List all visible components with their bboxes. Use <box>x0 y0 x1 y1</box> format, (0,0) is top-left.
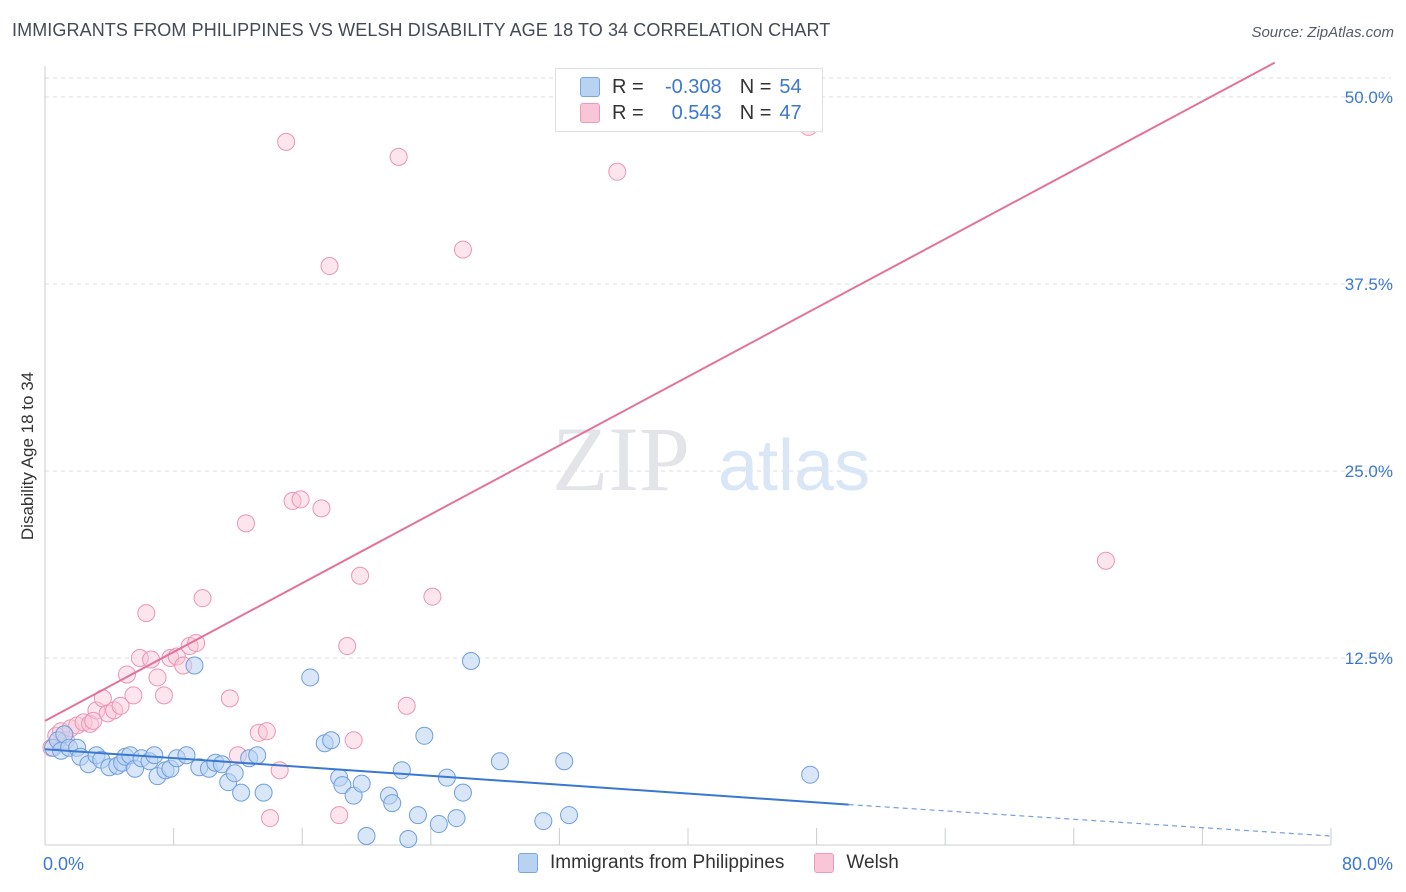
point-welsh <box>291 490 310 509</box>
point-welsh <box>130 649 149 667</box>
trend-extension-philippines <box>848 804 1332 837</box>
point-philippines <box>399 830 418 849</box>
point-philippines <box>145 746 164 765</box>
legend-row-philippines: R = -0.308 N = 54 <box>580 74 802 100</box>
point-welsh <box>137 604 156 623</box>
point-welsh <box>320 257 339 276</box>
point-philippines <box>555 752 574 771</box>
legend-n-value: 54 <box>779 75 802 98</box>
point-welsh <box>87 701 106 720</box>
point-welsh <box>193 589 212 608</box>
point-welsh <box>257 722 276 741</box>
x-tick-label-max: 80.0% <box>1342 854 1393 874</box>
series-legend-philippines[interactable]: Immigrants from Philippines <box>518 852 784 874</box>
watermark-zip: ZIP <box>552 408 690 510</box>
point-philippines <box>534 812 553 831</box>
point-welsh <box>351 566 370 585</box>
point-philippines <box>560 806 579 825</box>
point-philippines <box>333 776 352 795</box>
point-welsh <box>312 499 331 518</box>
point-welsh <box>124 686 143 705</box>
point-philippines <box>801 765 820 784</box>
y-axis-label: Disability Age 18 to 34 <box>18 372 37 540</box>
series-legend-welsh[interactable]: Welsh <box>814 852 899 874</box>
point-philippines <box>254 783 273 802</box>
point-philippines <box>177 746 196 765</box>
point-philippines <box>225 764 244 783</box>
point-philippines <box>357 827 376 846</box>
point-philippines <box>383 794 402 813</box>
legend-n-value: 47 <box>779 101 802 124</box>
y-tick-label: 25.0% <box>1345 462 1393 481</box>
series-swatch-pink <box>814 853 835 873</box>
point-welsh <box>330 806 349 825</box>
point-philippines <box>322 731 341 750</box>
point-philippines <box>461 651 480 670</box>
watermark-atlas: atlas <box>718 426 870 506</box>
point-welsh <box>277 132 296 151</box>
legend-r-label: R = <box>612 101 644 124</box>
point-welsh <box>148 668 167 687</box>
point-welsh <box>397 696 416 715</box>
point-philippines <box>415 726 434 745</box>
point-philippines <box>232 783 251 802</box>
point-philippines <box>248 746 267 765</box>
series-label-philippines: Immigrants from Philippines <box>550 852 785 873</box>
point-welsh <box>338 637 357 656</box>
point-welsh <box>344 731 363 750</box>
point-philippines <box>429 815 448 834</box>
legend-r-label: R = <box>612 75 644 98</box>
point-welsh <box>453 240 472 259</box>
point-philippines <box>392 761 411 780</box>
point-welsh <box>423 587 442 606</box>
legend-row-welsh: R = 0.543 N = 47 <box>580 100 802 126</box>
legend-swatch-blue <box>580 77 600 97</box>
point-philippines <box>185 656 204 675</box>
point-welsh <box>389 147 408 166</box>
point-philippines <box>453 783 472 802</box>
point-welsh <box>142 650 161 669</box>
legend-n-label: N = <box>739 101 772 124</box>
point-philippines <box>301 668 320 687</box>
legend-r-value: -0.308 <box>664 75 722 98</box>
point-welsh <box>74 713 93 732</box>
y-tick-label: 37.5% <box>1345 275 1393 294</box>
point-philippines <box>408 806 427 825</box>
legend-swatch-pink <box>580 103 600 123</box>
series-legend: Immigrants from Philippines Welsh <box>518 852 929 874</box>
point-welsh <box>154 686 173 705</box>
trend-lines <box>44 61 1332 837</box>
y-tick-label: 12.5% <box>1345 649 1393 668</box>
point-philippines <box>352 774 371 793</box>
correlation-legend: R = -0.308 N = 54 R = 0.543 N = 47 <box>555 68 823 132</box>
point-welsh <box>220 689 239 708</box>
point-welsh <box>84 711 103 730</box>
x-tick-label-min: 0.0% <box>43 854 84 874</box>
point-philippines <box>212 755 231 774</box>
legend-r-value: 0.543 <box>671 101 722 124</box>
trend-line-philippines <box>44 748 849 806</box>
point-welsh <box>236 514 255 533</box>
point-philippines <box>447 809 466 828</box>
source-label: Source: ZipAtlas.com <box>1251 24 1394 41</box>
legend-n-label: N = <box>739 75 772 98</box>
grid-lines <box>45 77 1391 659</box>
chart-title: IMMIGRANTS FROM PHILIPPINES VS WELSH DIS… <box>12 20 831 40</box>
point-welsh <box>608 162 627 181</box>
point-philippines <box>490 752 509 771</box>
point-welsh <box>261 809 280 828</box>
tick-labels: 12.5% 25.0% 37.5% 50.0% 0.0% 80.0% <box>43 88 1393 874</box>
point-welsh <box>105 701 124 720</box>
point-welsh <box>1096 551 1115 570</box>
point-welsh <box>111 696 130 715</box>
axes <box>44 66 1332 846</box>
series-label-welsh: Welsh <box>846 852 899 873</box>
trend-line-welsh <box>44 61 1276 722</box>
y-tick-label: 50.0% <box>1345 88 1393 107</box>
series-swatch-blue <box>518 853 538 873</box>
